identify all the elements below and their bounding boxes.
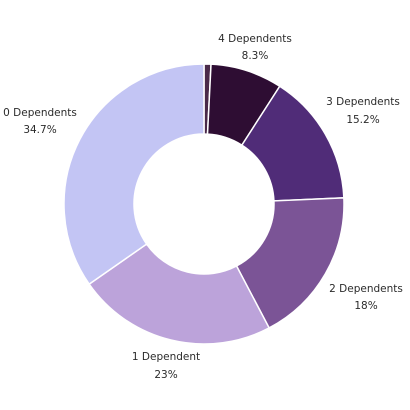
pct-label-3-dependents: 15.2% xyxy=(346,114,379,126)
slice-2-dependents xyxy=(235,197,345,329)
labels-group: 4 Dependents 8.3% 3 Dependents 15.2% 2 Depen… xyxy=(3,33,403,381)
label-0-dependents: 0 Dependents xyxy=(3,107,77,119)
pct-label-2-dependents: 18% xyxy=(354,300,377,312)
slice-0-dependents xyxy=(63,63,205,286)
label-4-dependents: 4 Dependents xyxy=(218,33,292,45)
label-3-dependents: 3 Dependents xyxy=(326,96,400,108)
label-1-dependent: 1 Dependent xyxy=(132,351,200,363)
slice-1-dependent xyxy=(88,243,271,345)
pct-label-4-dependents: 8.3% xyxy=(242,50,269,62)
slices-group xyxy=(63,63,345,345)
label-2-dependents: 2 Dependents xyxy=(329,283,403,295)
pct-label-1-dependent: 23% xyxy=(154,369,177,381)
pct-label-0-dependents: 34.7% xyxy=(23,124,56,136)
